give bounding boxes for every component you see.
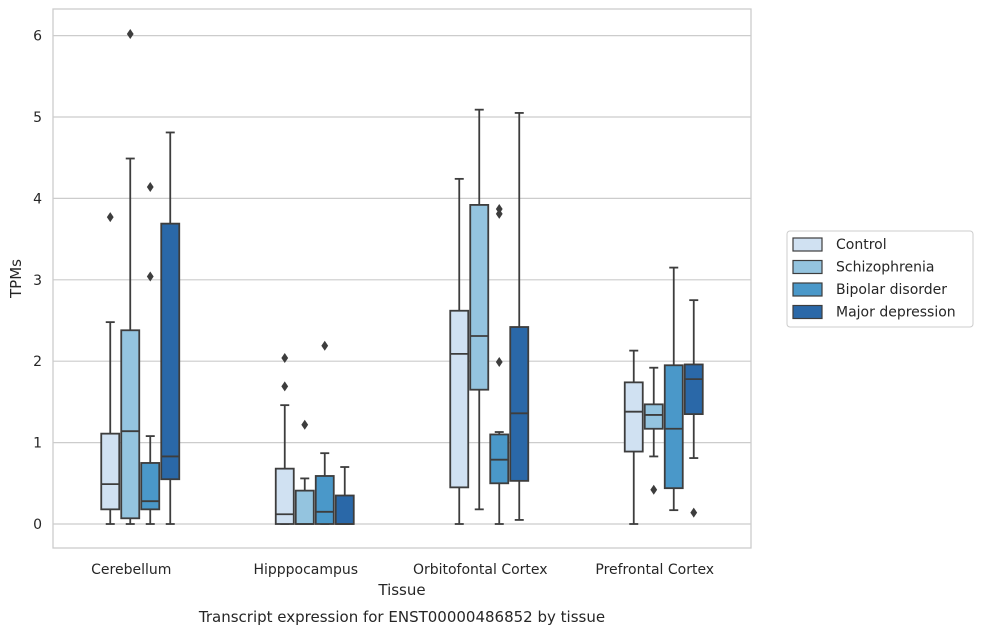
- box-schizophrenia: [294, 419, 315, 525]
- box-body: [663, 364, 684, 490]
- box-body: [509, 326, 530, 482]
- box-major-depression: [683, 299, 704, 518]
- chart-caption: Transcript expression for ENST0000048685…: [198, 608, 605, 626]
- outlier-point: [146, 271, 154, 282]
- y-tick-label: 5: [33, 110, 42, 126]
- x-tick-label: Orbitofontal Cortex: [413, 562, 548, 578]
- box-major-depression: [509, 112, 530, 521]
- y-gridlines: [53, 34, 751, 525]
- y-tick-label: 6: [33, 29, 42, 45]
- outlier-point: [495, 357, 503, 368]
- y-tick-labels: 0 1 2 3 4 5 6: [33, 29, 42, 533]
- box-schizophrenia: [120, 28, 141, 525]
- outlier-point: [301, 419, 309, 430]
- box-control: [100, 212, 121, 525]
- outlier-point: [281, 381, 289, 392]
- box-major-depression: [334, 466, 355, 525]
- x-axis-label: Tissue: [377, 581, 425, 599]
- x-tick-label: Hipppocampus: [253, 562, 358, 578]
- box-body: [140, 462, 161, 511]
- outlier-point: [495, 203, 503, 214]
- legend-label: Major depression: [836, 305, 956, 321]
- box-control: [623, 349, 644, 525]
- box-control: [274, 352, 295, 525]
- box-body: [294, 489, 315, 525]
- x-tick-label: Prefrontal Cortex: [595, 562, 714, 578]
- outlier-point: [281, 352, 289, 363]
- legend-label: Control: [836, 237, 887, 253]
- box-major-depression: [160, 131, 181, 525]
- box-schizophrenia: [643, 366, 664, 495]
- legend-swatch: [792, 282, 823, 297]
- box-bipolar-disorder: [140, 182, 161, 525]
- y-tick-label: 4: [33, 191, 42, 207]
- legend: Control Schizophrenia Bipolar disorder Majo…: [786, 230, 974, 328]
- box-body: [274, 467, 295, 525]
- outlier-point: [650, 484, 658, 495]
- outlier-point: [321, 340, 329, 351]
- box-body: [160, 222, 181, 481]
- legend-label: Schizophrenia: [836, 260, 934, 276]
- box-body: [683, 363, 704, 416]
- box-bipolar-disorder: [489, 203, 510, 525]
- box-bipolar-disorder: [663, 266, 684, 512]
- legend-label: Bipolar disorder: [836, 282, 947, 298]
- box-body: [334, 494, 355, 525]
- legend-swatch: [792, 259, 823, 275]
- y-tick-label: 3: [33, 273, 42, 289]
- y-tick-label: 0: [33, 517, 42, 533]
- legend-swatch: [792, 304, 823, 320]
- box-body: [623, 381, 644, 453]
- box-body: [643, 403, 664, 430]
- outlier-point: [146, 182, 154, 193]
- outlier-point: [106, 212, 114, 223]
- box-body: [469, 204, 490, 391]
- y-tick-label: 1: [33, 436, 42, 452]
- x-tick-labels: Cerebellum Hipppocampus Orbitofontal Corte…: [91, 562, 714, 578]
- outlier-point: [690, 507, 698, 518]
- outlier-point: [126, 28, 134, 39]
- box-body: [314, 475, 335, 525]
- box-bipolar-disorder: [314, 340, 335, 525]
- legend-swatch: [792, 237, 823, 252]
- x-tick-label: Cerebellum: [91, 562, 171, 578]
- box-body: [100, 432, 121, 511]
- plot-boxes: [100, 28, 704, 525]
- legend-frame: [786, 230, 974, 328]
- box-schizophrenia: [469, 108, 490, 511]
- plot-frame: [52, 8, 752, 549]
- y-axis-label: TPMs: [7, 259, 25, 299]
- box-body: [449, 309, 470, 489]
- box-body: [120, 329, 141, 520]
- y-tick-label: 2: [33, 354, 42, 370]
- box-control: [449, 177, 470, 525]
